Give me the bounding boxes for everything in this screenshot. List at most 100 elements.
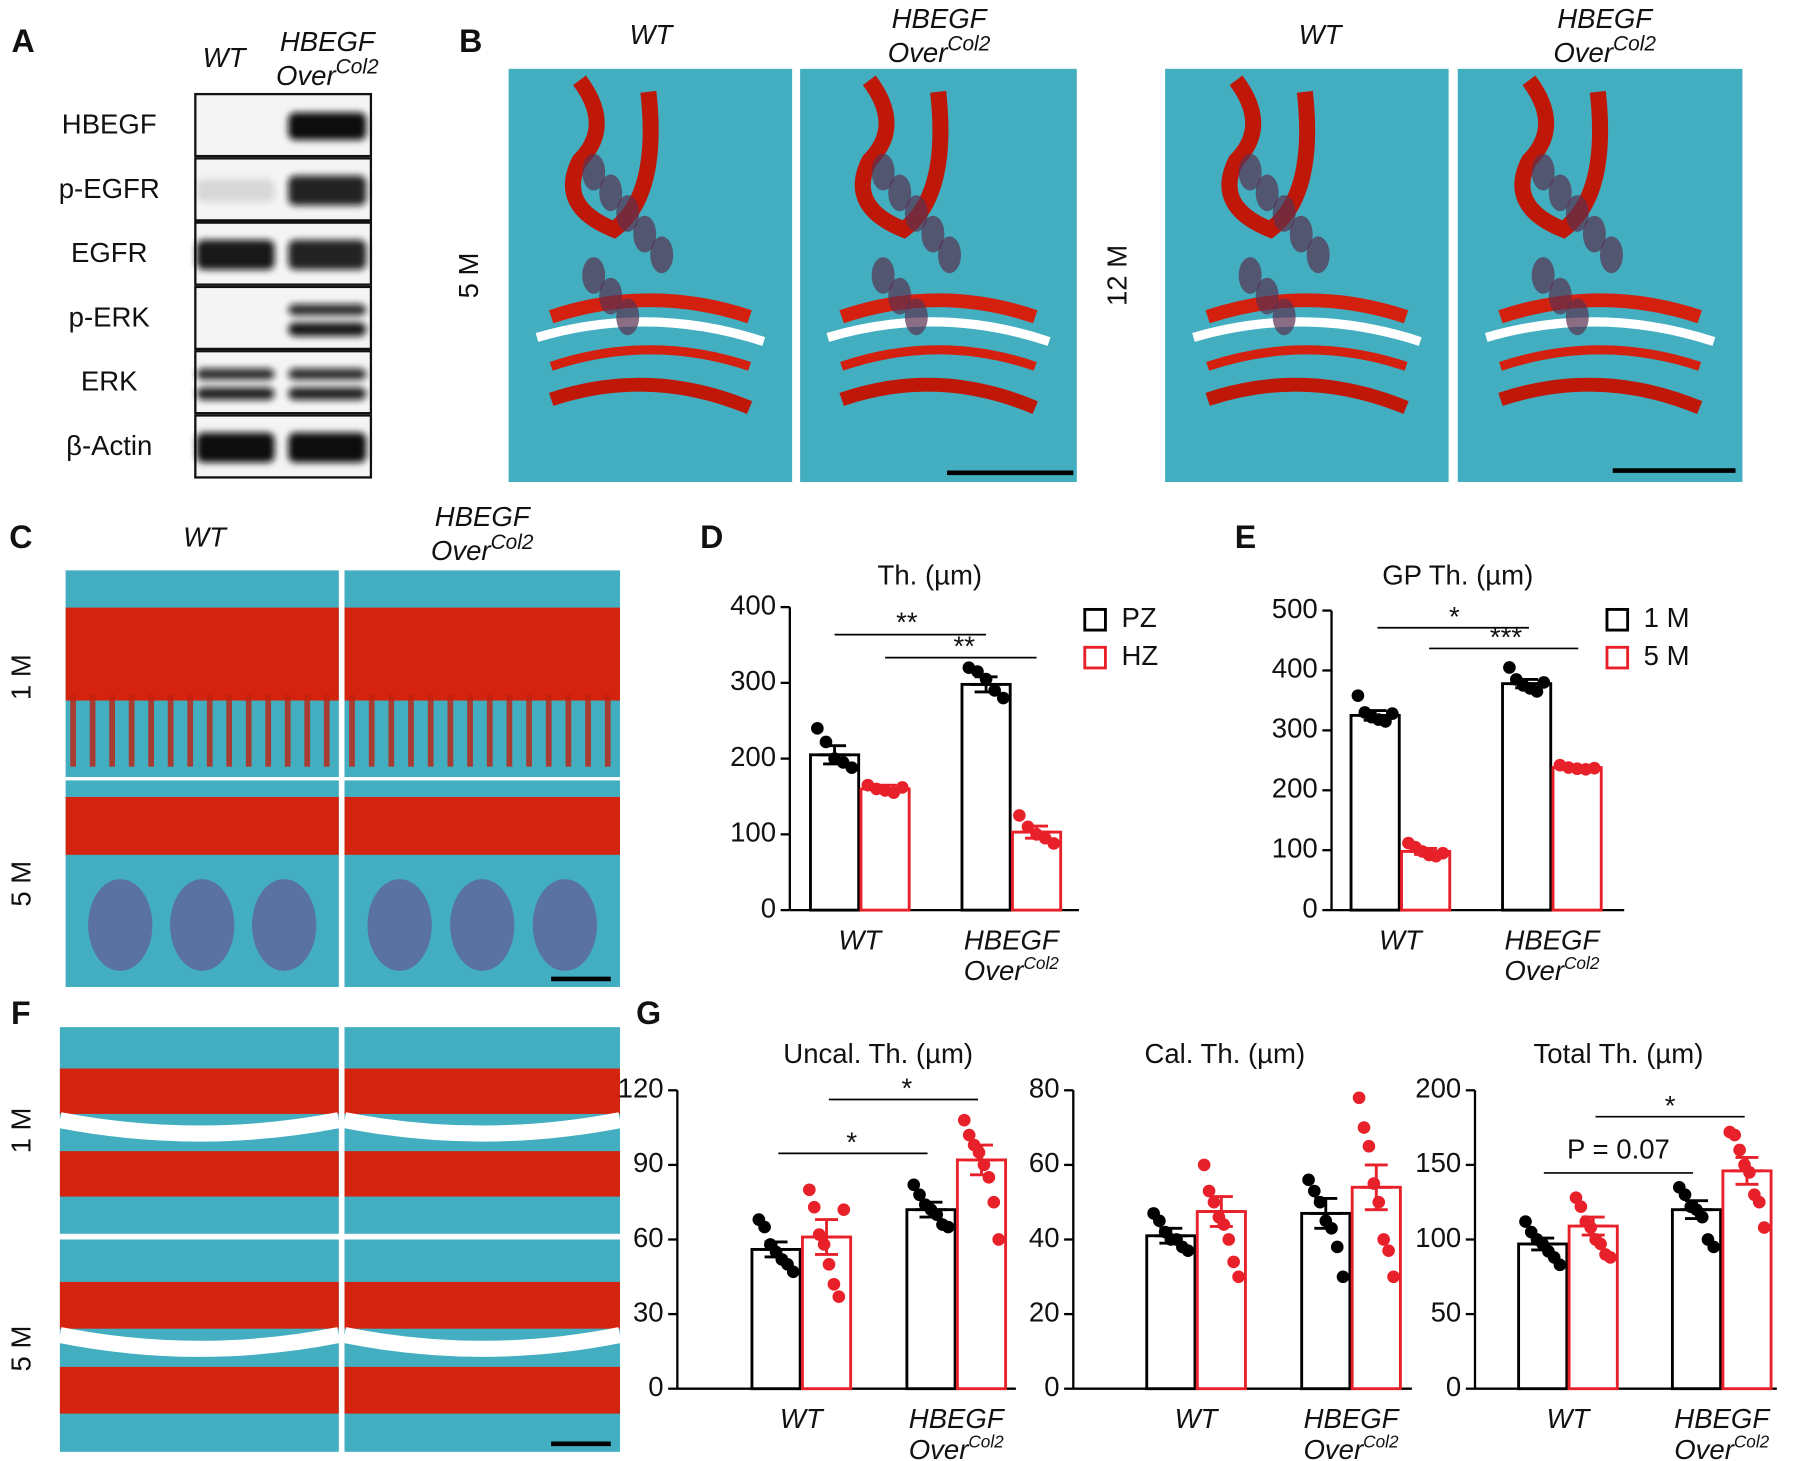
cartilage [839, 293, 1038, 324]
marrow [1531, 153, 1555, 191]
label: ERK [81, 366, 138, 397]
marrow [1255, 174, 1279, 212]
bar [1195, 1210, 1247, 1391]
data-point [1553, 1258, 1567, 1272]
marrow [938, 236, 961, 274]
y-tick-label: 0 [648, 1371, 663, 1402]
column [585, 694, 591, 767]
cartilage [344, 1366, 620, 1414]
data-point [1503, 661, 1516, 674]
legend-label: PZ [1122, 602, 1157, 633]
label-part: Over [888, 37, 949, 68]
data-point [1351, 689, 1365, 702]
label: B [459, 23, 482, 59]
label-sup: Col2 [1564, 953, 1600, 973]
marrow [599, 277, 623, 315]
y-tick-label: 40 [1029, 1222, 1060, 1253]
data-point [819, 735, 833, 749]
data-point [930, 1208, 944, 1221]
blot-band [288, 175, 367, 206]
marrow [904, 298, 928, 336]
blot-band [196, 432, 275, 463]
cartilage [344, 1281, 620, 1329]
histology-image [342, 1239, 622, 1452]
data-point [1752, 1195, 1766, 1209]
column [545, 694, 552, 767]
x-tick-label: OverCol2 [964, 953, 1059, 987]
column [388, 694, 395, 767]
marrow [650, 236, 674, 274]
cartilage [344, 796, 620, 855]
data-point [1232, 1270, 1245, 1284]
cartilage [1498, 293, 1702, 324]
label: A [12, 23, 35, 59]
data-point [895, 781, 909, 794]
marrow [616, 195, 640, 232]
data-point [832, 1290, 846, 1304]
x-tick-label: WT [780, 1403, 825, 1434]
label: 1 M [5, 654, 36, 700]
column [148, 694, 155, 767]
bar [960, 682, 1012, 912]
data-point [1707, 1240, 1721, 1254]
data-point [1386, 707, 1399, 720]
label: OverCol2 [1553, 32, 1656, 68]
column [265, 694, 272, 767]
data-point [979, 672, 993, 686]
label: WT [630, 19, 675, 50]
label-part: Over [909, 1434, 970, 1461]
data-point [1352, 1091, 1366, 1105]
legend-label: 5 M [1644, 640, 1690, 671]
blot-band [196, 387, 275, 400]
label-sup: Col2 [1023, 953, 1059, 973]
marrow [252, 879, 317, 971]
cartilage [1499, 345, 1702, 371]
label: *** [1490, 622, 1522, 653]
marrow [1306, 236, 1330, 274]
column [167, 694, 174, 767]
data-point [1207, 1195, 1221, 1209]
blot-band [288, 112, 367, 141]
data-point [1728, 1128, 1742, 1142]
marrow [1255, 277, 1279, 315]
x-tick-label: WT [1175, 1403, 1220, 1434]
data-point [907, 1178, 921, 1192]
y-tick-label: 0 [761, 892, 776, 923]
marrow [582, 257, 606, 294]
column [604, 694, 611, 767]
joint-space [1484, 317, 1716, 346]
blot-band [196, 239, 275, 270]
data-point [1604, 1251, 1617, 1264]
data-point [1330, 1240, 1344, 1254]
cartilage [59, 1281, 339, 1329]
label: HBEGF [62, 109, 157, 140]
data-point [786, 1265, 800, 1279]
data-point [1313, 1195, 1327, 1209]
label: HBEGF [892, 3, 989, 34]
legend-swatch [1605, 607, 1630, 632]
histology-image [342, 1027, 622, 1234]
cartilage [1206, 345, 1408, 371]
label: 1 M [5, 1108, 36, 1154]
column [206, 694, 213, 767]
cartilage [344, 1068, 620, 1114]
marrow [904, 195, 928, 232]
marrow [599, 174, 623, 212]
label-sup: Col2 [1734, 1431, 1770, 1451]
growth-plate [548, 377, 753, 415]
joint-space [58, 1112, 341, 1142]
marrow [633, 215, 657, 253]
label-part: Over [276, 60, 337, 91]
marrow [170, 879, 235, 971]
label: OverCol2 [888, 32, 991, 68]
data-point [1588, 761, 1601, 775]
marrow [921, 215, 945, 253]
data-point [972, 1146, 986, 1159]
label-part: Over [1304, 1434, 1365, 1461]
data-point [996, 691, 1010, 705]
data-point [987, 1195, 1001, 1209]
column [304, 694, 311, 767]
blot-band [288, 387, 367, 400]
legend-label: 1 M [1644, 602, 1690, 633]
